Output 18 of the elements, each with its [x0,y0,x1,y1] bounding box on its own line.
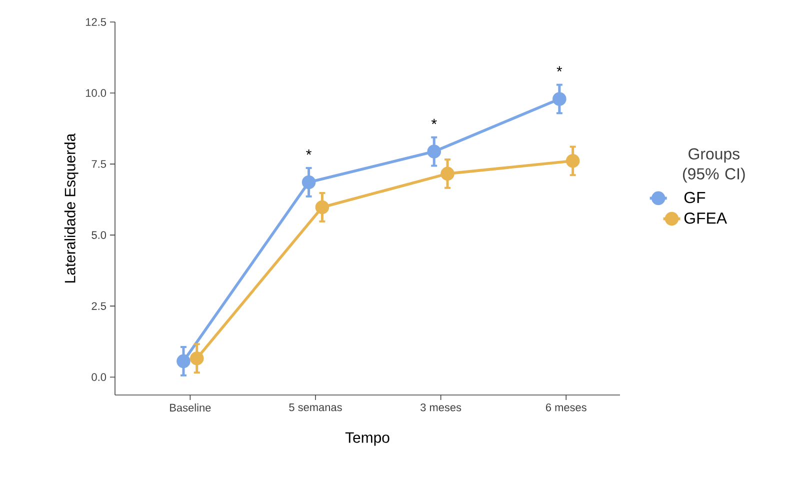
legend-label: GFEA [684,212,728,224]
x-axis-title: Tempo [345,432,390,446]
y-tick-label: 7.5 [92,160,106,168]
y-tick-label: 0.0 [92,373,106,381]
y-tick-label: 2.5 [92,302,106,310]
annotation: * [556,66,562,72]
annotation: * [306,150,312,155]
legend-label: GF [684,192,706,204]
y-axis-title: Lateralidade Esquerda [64,133,78,282]
y-tick-label: 12.5 [86,18,106,26]
x-tick-label: Baseline [170,404,211,412]
y-tick-label: 5.0 [92,231,106,239]
x-tick-label: 6 meses [546,404,586,412]
x-tick-label: 5 semanas [289,404,342,412]
y-tick-label: 10.0 [86,89,106,97]
annotation: * [431,118,437,124]
legend-title: Groups (95% CI) [683,148,745,183]
x-tick-label: 3 meses [420,404,462,412]
